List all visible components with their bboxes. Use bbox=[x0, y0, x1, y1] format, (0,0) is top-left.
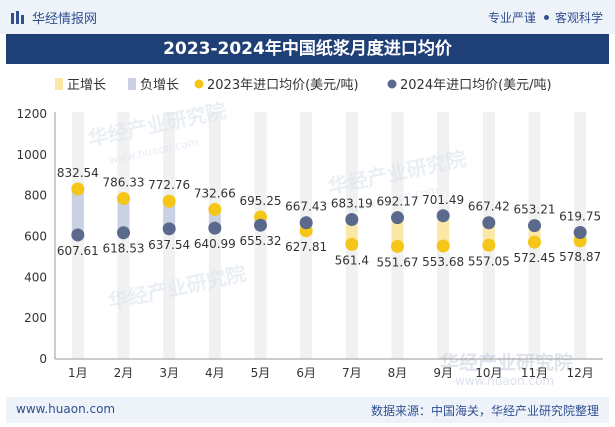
point-2024 bbox=[573, 225, 587, 239]
data-label-2024: 607.61 bbox=[57, 244, 99, 258]
separator-dot-icon bbox=[543, 15, 549, 20]
x-tick-label: 10月 bbox=[475, 366, 502, 380]
growth-band-negative bbox=[117, 198, 130, 233]
data-label-2024: 667.43 bbox=[285, 200, 327, 214]
x-tick-label: 12月 bbox=[567, 366, 594, 380]
legend-label: 2024年进口均价(美元/吨) bbox=[400, 78, 552, 93]
data-label-2024: 618.53 bbox=[103, 242, 145, 256]
x-tick-label: 11月 bbox=[521, 366, 548, 380]
legend-swatch-negative bbox=[128, 78, 136, 90]
point-2024 bbox=[345, 213, 359, 227]
growth-band-positive bbox=[345, 219, 358, 245]
growth-band-positive bbox=[437, 215, 450, 246]
brand-name: 华经情报网 bbox=[32, 12, 98, 27]
data-label-2023: 551.67 bbox=[377, 255, 419, 269]
slogan-item-1: 专业严谨 bbox=[487, 11, 536, 25]
growth-band-negative bbox=[163, 201, 176, 229]
brand: 华经情报网 bbox=[10, 8, 97, 27]
y-tick-label: 800 bbox=[24, 189, 47, 203]
legend-label: 正增长 bbox=[67, 78, 106, 93]
growth-band-positive bbox=[391, 217, 404, 247]
data-label-2024: 619.75 bbox=[559, 209, 601, 223]
x-tick-label: 6月 bbox=[296, 366, 316, 380]
data-label-2024: 701.49 bbox=[422, 193, 464, 207]
chart-area: 正增长 负增长 2023年进口均价(美元/吨) 2024年进口均价(美元/吨) 华经产业… bbox=[16, 78, 603, 388]
point-2023 bbox=[528, 235, 541, 249]
point-2024 bbox=[254, 218, 267, 232]
x-tick-label: 3月 bbox=[159, 366, 179, 380]
data-label-2023: 572.45 bbox=[514, 251, 556, 265]
y-tick-label: 400 bbox=[24, 270, 47, 284]
y-tick-label: 0 bbox=[39, 352, 47, 366]
point-2023 bbox=[71, 182, 85, 196]
footer-site: www.huaon.com bbox=[16, 402, 116, 416]
point-2023 bbox=[391, 239, 404, 253]
chart-title: 2023-2024年中国纸浆月度进口均价 bbox=[6, 34, 609, 64]
data-label-2023: 772.76 bbox=[148, 178, 190, 192]
x-tick-label: 7月 bbox=[342, 366, 362, 380]
y-tick-label: 1200 bbox=[16, 107, 47, 121]
background-column bbox=[163, 112, 176, 359]
point-2024 bbox=[117, 226, 130, 240]
x-tick-label: 4月 bbox=[205, 366, 225, 380]
legend-marker bbox=[387, 79, 397, 89]
point-2024 bbox=[528, 219, 541, 233]
y-tick-label: 600 bbox=[24, 230, 47, 244]
x-tick-label: 8月 bbox=[388, 366, 408, 380]
legend-label: 2023年进口均价(美元/吨) bbox=[207, 78, 359, 93]
watermark-text: 华经产业研究院 bbox=[440, 351, 573, 374]
point-2024 bbox=[162, 222, 176, 236]
point-2023 bbox=[436, 239, 450, 253]
data-label-2024: 683.19 bbox=[331, 197, 373, 211]
data-label-2023: 832.54 bbox=[57, 166, 99, 180]
legend-label: 负增长 bbox=[140, 78, 179, 93]
legend-swatch-positive bbox=[55, 78, 63, 90]
data-label-2023: 561.4 bbox=[335, 253, 369, 267]
data-label-2023: 695.25 bbox=[240, 194, 282, 208]
x-tick-label: 5月 bbox=[251, 366, 271, 380]
point-2023 bbox=[117, 191, 130, 205]
y-tick-label: 1000 bbox=[16, 148, 47, 162]
slogan: 专业严谨 客观科学 bbox=[488, 9, 603, 26]
data-label-2024: 667.42 bbox=[468, 200, 510, 214]
point-2023 bbox=[345, 237, 359, 251]
data-label-2023: 732.66 bbox=[194, 186, 236, 200]
data-label-2023: 627.81 bbox=[285, 240, 327, 254]
data-label-2024: 692.17 bbox=[377, 195, 419, 209]
point-2023 bbox=[482, 238, 496, 252]
data-label-2024: 653.21 bbox=[514, 203, 556, 217]
data-label-2024: 637.54 bbox=[148, 238, 190, 252]
point-2023 bbox=[162, 194, 176, 208]
point-2024 bbox=[391, 211, 404, 225]
background-column bbox=[254, 112, 267, 359]
growth-band-negative bbox=[71, 189, 84, 235]
point-2024 bbox=[436, 209, 450, 223]
point-2024 bbox=[299, 216, 313, 230]
data-label-2023: 557.05 bbox=[468, 254, 510, 268]
point-2024 bbox=[71, 228, 85, 242]
point-2024 bbox=[208, 221, 222, 235]
point-2023 bbox=[208, 202, 222, 216]
legend-marker bbox=[194, 79, 204, 89]
point-2024 bbox=[482, 216, 496, 230]
data-label-2023: 578.87 bbox=[559, 250, 601, 264]
x-tick-label: 2月 bbox=[114, 366, 134, 380]
footer-source: 数据来源：中国海关，华经产业研究院整理 bbox=[370, 404, 599, 418]
slogan-item-2: 客观科学 bbox=[554, 11, 603, 25]
y-tick-label: 200 bbox=[24, 311, 47, 325]
brand-logo-icon bbox=[11, 10, 24, 24]
top-bar: 华经情报网 专业严谨 客观科学 bbox=[0, 0, 615, 34]
x-tick-label: 1月 bbox=[68, 366, 88, 380]
x-tick-label: 9月 bbox=[433, 366, 453, 380]
background-column bbox=[208, 112, 221, 359]
footer: www.huaon.com 数据来源：中国海关，华经产业研究院整理 bbox=[6, 397, 609, 423]
data-label-2024: 640.99 bbox=[194, 237, 236, 251]
watermark-text: www.huaon.com bbox=[455, 374, 554, 388]
data-label-2023: 553.68 bbox=[422, 255, 464, 269]
data-label-2024: 655.32 bbox=[240, 234, 282, 248]
data-label-2023: 786.33 bbox=[103, 175, 145, 189]
